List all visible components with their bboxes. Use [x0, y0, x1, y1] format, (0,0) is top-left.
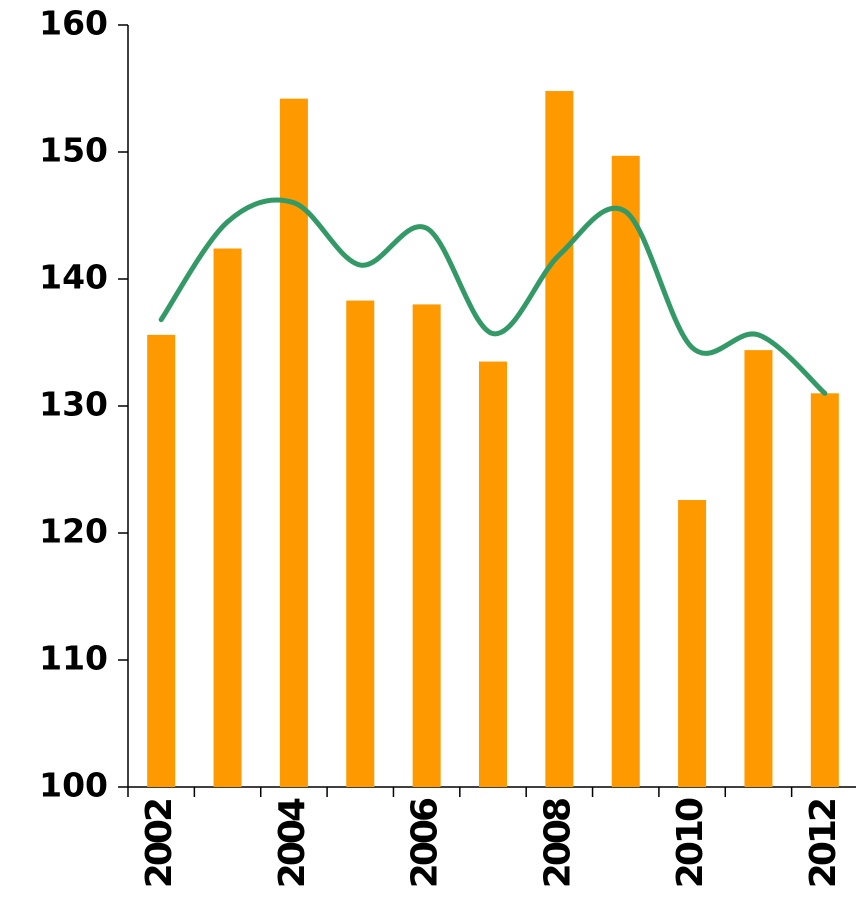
- bar: [346, 300, 375, 787]
- bar: [479, 361, 507, 787]
- bar: [678, 499, 707, 787]
- x-tick-label: 2004: [272, 798, 313, 888]
- y-tick-label: 150: [39, 131, 108, 170]
- bar: [611, 155, 640, 787]
- x-tick-label: 2008: [537, 799, 578, 888]
- y-tick-label: 100: [39, 766, 108, 805]
- y-tick-label: 140: [39, 258, 108, 297]
- x-tick-label: 2006: [405, 798, 446, 888]
- bar: [412, 304, 441, 787]
- x-tick-label: 2010: [670, 798, 711, 888]
- x-tick-label: 2002: [139, 800, 180, 888]
- y-tick-label: 130: [39, 385, 108, 424]
- y-tick-label: 160: [39, 4, 108, 43]
- y-tick-label: 110: [39, 639, 108, 678]
- bar: [545, 91, 574, 788]
- bar: [810, 393, 839, 787]
- line: [158, 197, 828, 396]
- bar: [147, 334, 176, 787]
- bar: [279, 98, 308, 787]
- x-tick-label: 2012: [803, 800, 844, 888]
- bar: [213, 248, 242, 787]
- bar: [744, 350, 773, 787]
- y-tick-label: 120: [39, 512, 108, 551]
